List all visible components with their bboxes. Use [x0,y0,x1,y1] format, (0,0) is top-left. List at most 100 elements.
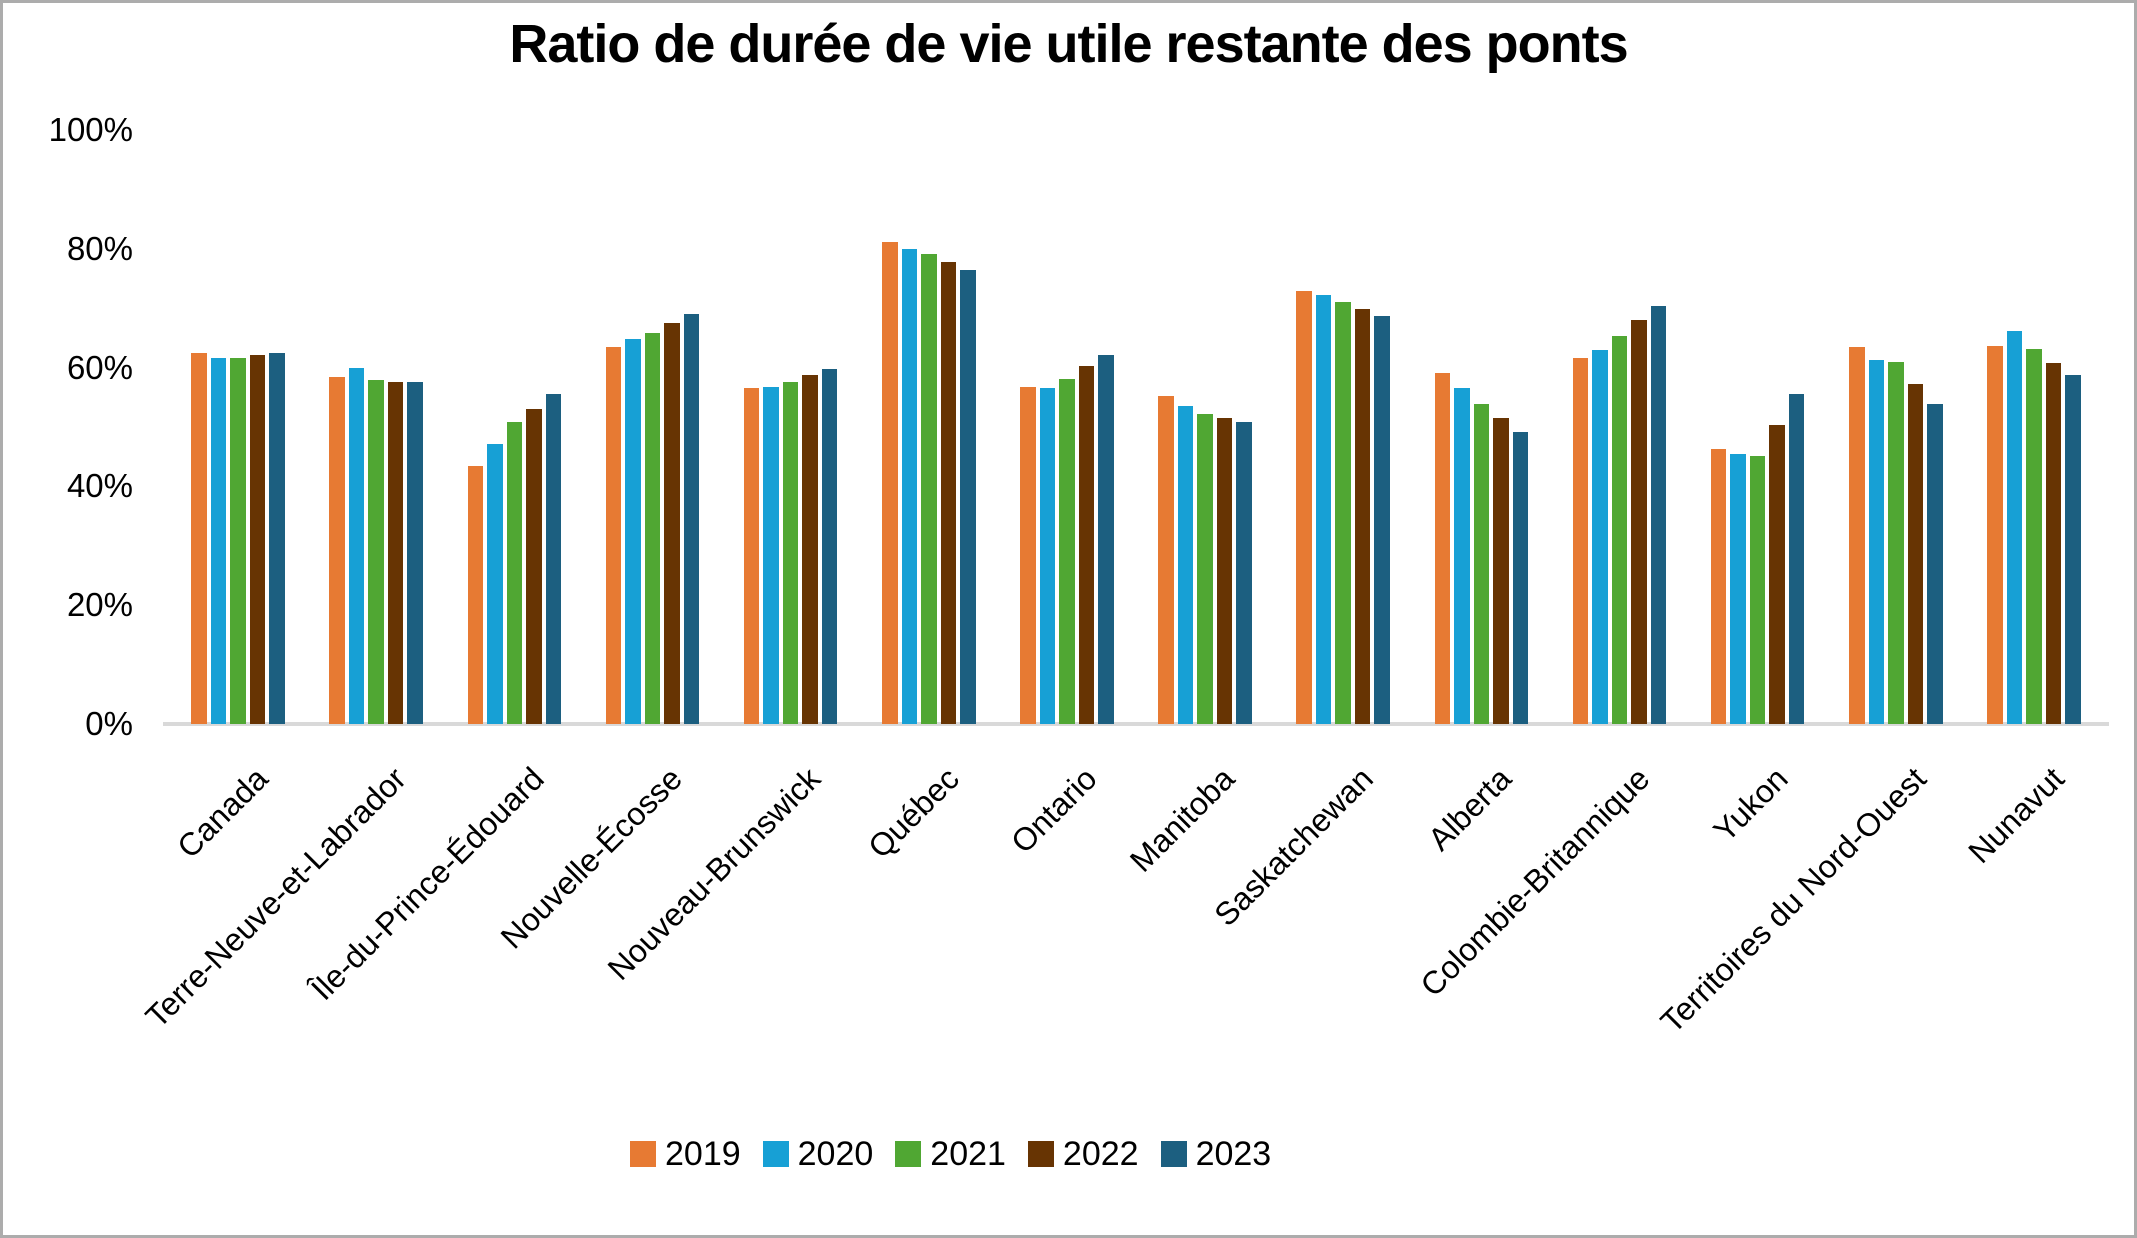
legend-item-2022: 2022 [1027,1135,1139,1173]
legend-swatch-2021 [895,1141,922,1167]
chart-title: Ratio de durée de vie utile restante des… [509,14,1628,74]
bar-2019 [1849,347,1865,724]
x-axis-category-label: Québec [860,760,966,865]
bar-2021 [1197,413,1213,724]
x-axis-category-label: Yukon [1706,760,1795,849]
bar-2022 [1216,418,1233,724]
legend-label-2022: 2022 [1062,1135,1139,1173]
bar-2023 [1788,393,1805,724]
y-axis-tick-label: 80% [66,229,133,267]
bar-2023 [960,269,976,724]
y-axis-tick-label: 40% [66,467,133,505]
bar-2021 [1473,403,1490,724]
bar-2019 [1434,372,1451,724]
bar-2023 [683,314,700,724]
bar-2022 [387,382,404,724]
bar-2021 [506,422,523,724]
legend-label-2019: 2019 [665,1135,741,1173]
bar-2019 [1710,448,1727,724]
bar-2021 [1611,336,1628,724]
bar-2023 [545,393,562,724]
legend-item-2021: 2021 [895,1136,1006,1172]
bar-2023 [269,353,285,724]
x-axis-category-label: Canada [170,760,275,866]
bar-2019 [1572,358,1589,724]
bar-2023 [821,369,838,724]
bar-2020 [1868,360,1885,724]
legend-item-2023: 2023 [1160,1135,1272,1173]
bar-2019 [191,353,207,724]
bar-2020 [901,248,918,724]
bar-2020 [487,444,503,724]
bar-2022 [1631,320,1647,724]
bar-2021 [368,380,384,724]
bar-2020 [1454,388,1470,724]
bar-2020 [348,368,365,724]
bar-2021 [782,381,799,724]
legend-swatch-2023 [1160,1141,1187,1167]
bar-2023 [1236,421,1252,724]
bar-2020 [1315,294,1332,724]
y-axis-tick-label: 60% [66,348,133,386]
x-axis-category-label: Île-du-Prince-Édouard [304,760,552,1008]
bar-2023 [1927,403,1943,724]
bar-2020 [625,339,641,724]
bar-2021 [230,357,246,724]
bar-2022 [664,323,680,724]
bar-2021 [644,333,661,724]
bar-2020 [2006,331,2023,724]
bar-2022 [940,261,957,724]
bar-2021 [1888,362,1904,724]
legend: 2019 2020 2021 2022 2023 [630,1136,1293,1172]
x-axis-category-label: Territoires du Nord-Ouest [1653,760,1933,1040]
bar-2021 [2026,348,2042,724]
legend-label-2021: 2021 [930,1135,1006,1173]
bar-2020 [1177,406,1194,724]
bar-2022 [802,375,818,724]
bar-2019 [467,466,484,724]
x-axis-category-label: Colombie-Britannique [1413,760,1657,1004]
bar-2022 [2045,363,2062,724]
legend-swatch-2020 [762,1141,789,1167]
bar-2019 [1158,395,1174,724]
x-axis-category-label: Nunavut [1960,760,2071,871]
bar-2020 [1730,453,1746,724]
bar-2022 [1493,418,1509,724]
bar-2020 [1039,388,1056,724]
bar-2023 [2065,374,2081,724]
legend-swatch-2019 [630,1141,656,1167]
legend-label-2023: 2023 [1195,1135,1272,1173]
bar-2020 [1592,349,1608,724]
bar-2019 [1987,345,2003,724]
bar-2023 [407,382,423,724]
bar-2022 [1907,384,1924,724]
bar-2023 [1512,432,1529,724]
bar-2019 [1020,387,1036,724]
bar-2019 [743,387,760,724]
y-axis-tick-label: 20% [66,586,133,624]
bar-2021 [1335,301,1351,724]
bar-2019 [329,377,345,724]
x-axis-category-label: Manitoba [1123,760,1242,879]
legend-swatch-2022 [1027,1141,1054,1167]
legend-label-2020: 2020 [797,1135,874,1173]
y-axis-tick-label: 0% [85,705,133,742]
bar-2021 [1059,379,1075,724]
legend-item-2019: 2019 [630,1136,741,1172]
bar-2019 [605,347,622,724]
x-axis-category-label: Terre-Neuve-et-Labrador [138,760,413,1035]
bar-2023 [1098,355,1114,724]
x-axis-category-label: Alberta [1420,760,1519,858]
bar-2019 [882,242,898,724]
bar-2020 [210,358,227,724]
y-axis-tick-label: 100% [48,111,133,148]
bar-2021 [1749,455,1766,724]
bar-2022 [1078,366,1095,724]
legend-item-2020: 2020 [762,1135,874,1173]
bar-2023 [1650,306,1667,724]
bar-2020 [763,387,779,724]
x-axis-category-label: Ontario [1004,760,1104,860]
bar-2022 [1354,309,1371,724]
bar-2022 [249,355,266,724]
